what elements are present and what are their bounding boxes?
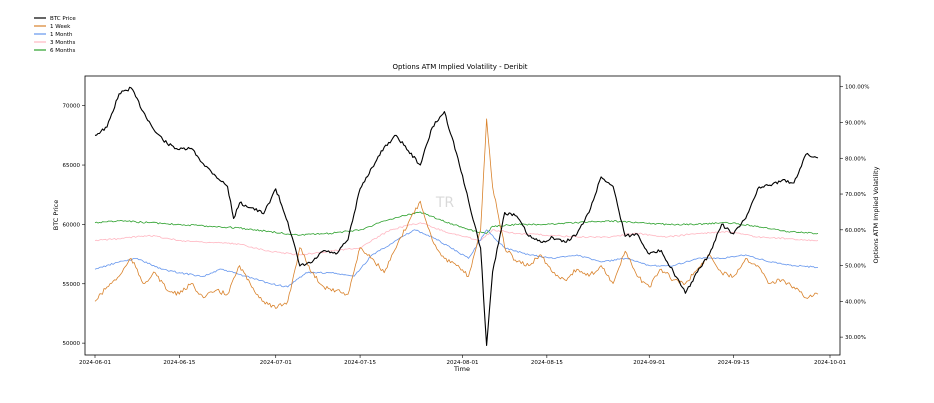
right-y-tick-label: 100.00% bbox=[845, 85, 869, 91]
plot-frame bbox=[84, 75, 841, 356]
left-y-tick-label: 70000 bbox=[63, 104, 81, 110]
legend: BTC Price 1 Week 1 Month 3 Months 6 Months bbox=[34, 16, 76, 54]
x-tick-label: 2024-07-01 bbox=[260, 360, 292, 366]
x-axis-label: Time bbox=[453, 365, 470, 373]
left-y-tick-label: 55000 bbox=[63, 282, 81, 288]
x-tick-label: 2024-09-01 bbox=[633, 360, 665, 366]
left-y-tick-label: 50000 bbox=[63, 341, 81, 347]
series-line-btc-price bbox=[94, 86, 819, 347]
series-line-6-months bbox=[94, 211, 819, 236]
left-y-tick-label: 60000 bbox=[63, 222, 81, 228]
legend-label: 1 Month bbox=[50, 32, 73, 38]
right-y-tick-label: 80.00% bbox=[845, 156, 866, 162]
right-y-tick-label: 90.00% bbox=[845, 121, 866, 127]
x-tick-label: 2024-08-01 bbox=[447, 360, 479, 366]
series-line-1-month bbox=[94, 229, 819, 288]
x-tick-label: 2024-07-15 bbox=[344, 360, 376, 366]
legend-label: BTC Price bbox=[50, 16, 76, 22]
right-y-tick-label: 30.00% bbox=[845, 335, 866, 341]
watermark: TR bbox=[435, 195, 455, 211]
left-y-tick-label: 65000 bbox=[63, 163, 81, 169]
axes: 2024-06-01 2024-06-15 2024-07-01 2024-07-15… bbox=[63, 85, 870, 366]
right-y-tick-label: 70.00% bbox=[845, 192, 866, 198]
left-y-axis-label: BTC Price bbox=[52, 200, 60, 231]
legend-label: 6 Months bbox=[50, 48, 75, 54]
x-tick-label: 2024-08-15 bbox=[531, 360, 563, 366]
x-tick-label: 2024-06-01 bbox=[79, 360, 111, 366]
x-tick-label: 2024-06-15 bbox=[163, 360, 195, 366]
series-line-3-months bbox=[94, 222, 819, 256]
legend-label: 3 Months bbox=[50, 40, 75, 46]
legend-label: 1 Week bbox=[50, 24, 71, 30]
right-y-axis-label: Options ATM Implied Volatility bbox=[872, 166, 880, 263]
series-line-1-week bbox=[94, 118, 819, 309]
right-y-tick-label: 50.00% bbox=[845, 264, 866, 270]
series-layer bbox=[94, 86, 819, 347]
chart-title: Options ATM Implied Volatility - Deribit bbox=[392, 63, 527, 71]
x-tick-label: 2024-09-15 bbox=[718, 360, 750, 366]
x-tick-label: 2024-10-01 bbox=[814, 360, 846, 366]
right-y-tick-label: 60.00% bbox=[845, 228, 866, 234]
right-y-tick-label: 40.00% bbox=[845, 299, 866, 305]
